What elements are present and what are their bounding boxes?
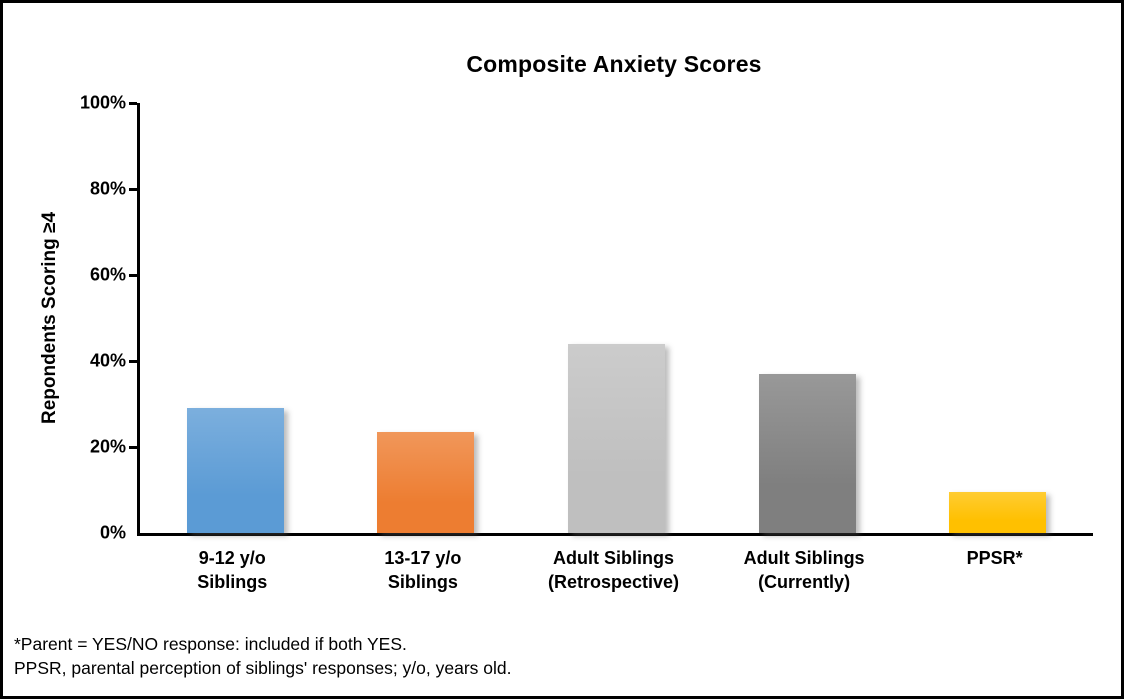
chart-title: Composite Anxiety Scores — [466, 51, 762, 77]
plot-area: 100% 80% 60% 40% 20% 0% — [80, 93, 1093, 543]
category-label-9-12-yo-siblings: 9-12 y/o Siblings — [197, 548, 268, 593]
bar-slot — [140, 103, 331, 533]
bar-series — [140, 103, 1093, 533]
category-label-ppsr: PPSR* — [966, 548, 1023, 568]
bar-13-17-yo-siblings — [377, 431, 475, 533]
x-axis-category-labels: 9-12 y/o Siblings 13-17 y/o Siblings Adu… — [137, 546, 1090, 595]
footnotes: *Parent = YES/NO response: included if b… — [14, 633, 512, 680]
y-axis-title: Repondents Scoring ≥4 — [39, 211, 60, 425]
y-tick-label-80: 80% — [89, 178, 126, 199]
bar-slot — [712, 103, 903, 533]
footnote-line-1: *Parent = YES/NO response: included if b… — [14, 634, 407, 654]
bar-slot — [331, 103, 522, 533]
category-label-adult-siblings-currently: Adult Siblings (Currently) — [743, 548, 865, 593]
y-tick-mark-80 — [129, 187, 137, 191]
bar-adult-siblings-retrospective — [567, 343, 665, 533]
y-tick-label-100: 100% — [79, 92, 126, 113]
y-tick-mark-40 — [129, 359, 137, 363]
category-label-adult-siblings-retrospective: Adult Siblings (Retrospective) — [547, 548, 679, 593]
bar-slot — [521, 103, 712, 533]
bar-9-12-yo-siblings — [186, 408, 284, 533]
y-tick-label-60: 60% — [89, 264, 126, 285]
y-tick-mark-20 — [129, 445, 137, 449]
y-tick-label-20: 20% — [89, 436, 126, 457]
bar-adult-siblings-currently — [758, 373, 856, 533]
bar-slot — [902, 103, 1093, 533]
footnote-line-2: PPSR, parental perception of siblings' r… — [14, 657, 512, 678]
bar-ppsr — [949, 492, 1047, 533]
y-tick-label-0: 0% — [99, 522, 126, 543]
y-tick-mark-100 — [129, 101, 137, 105]
y-tick-label-40: 40% — [89, 350, 126, 371]
category-label-13-17-yo-siblings: 13-17 y/o Siblings — [384, 548, 462, 593]
y-tick-mark-60 — [129, 273, 137, 277]
